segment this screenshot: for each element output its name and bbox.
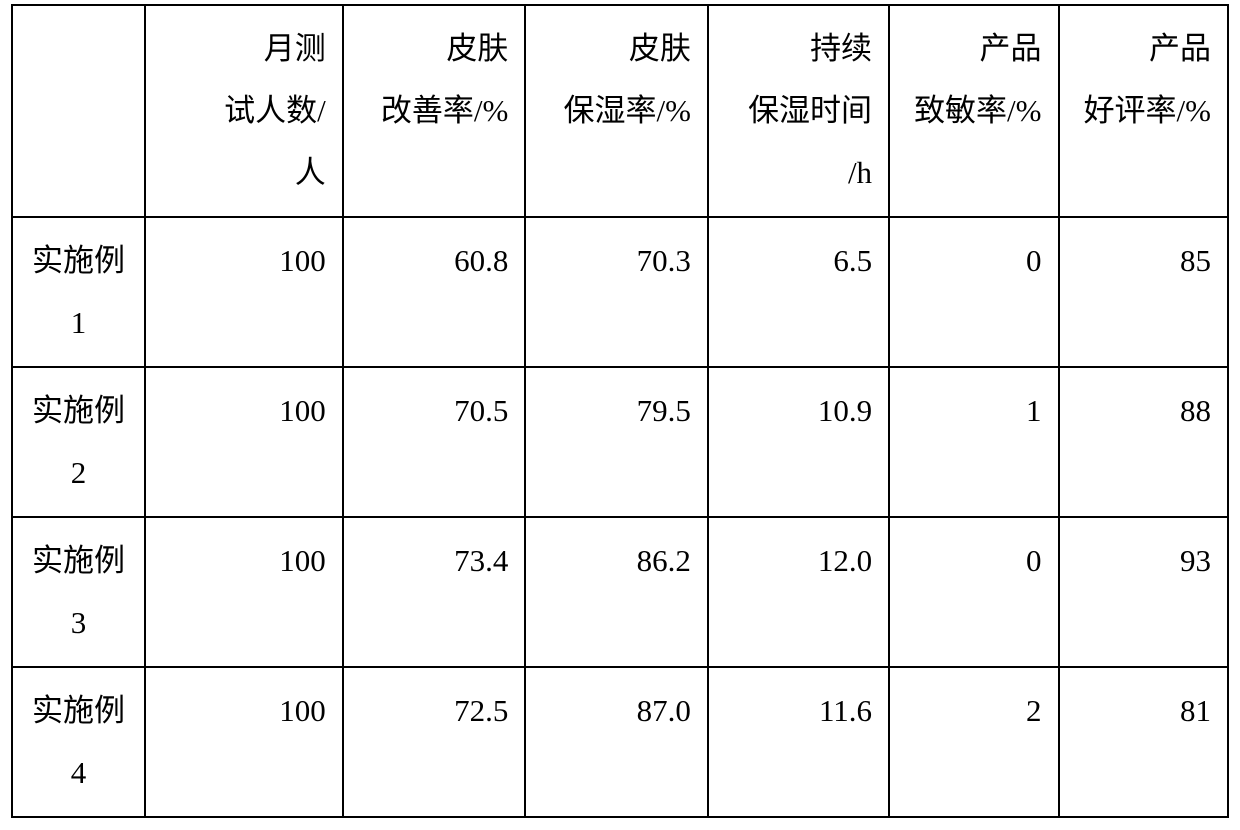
cell-approval: 93 — [1059, 517, 1229, 667]
cell-testers: 100 — [145, 517, 343, 667]
cell-testers: 100 — [145, 217, 343, 367]
header-skin-improve: 皮肤 改善率/% — [343, 5, 526, 217]
header-line: 致敏率/% — [902, 80, 1041, 142]
cell-skin-improve: 72.5 — [343, 667, 526, 817]
cell-approval: 81 — [1059, 667, 1229, 817]
label-line: 2 — [21, 442, 136, 504]
cell-allergy: 2 — [889, 667, 1058, 817]
header-line: 改善率/% — [356, 80, 509, 142]
label-line: 实施例 — [21, 380, 136, 442]
header-allergy: 产品 致敏率/% — [889, 5, 1058, 217]
header-line: 试人数/ — [158, 80, 326, 142]
cell-skin-moisture: 70.3 — [525, 217, 708, 367]
label-line: 实施例 — [21, 680, 136, 742]
cell-skin-moisture: 87.0 — [525, 667, 708, 817]
header-line: 皮肤 — [538, 18, 691, 80]
cell-duration: 6.5 — [708, 217, 889, 367]
table-row: 实施例 2 100 70.5 79.5 10.9 1 88 — [12, 367, 1228, 517]
row-label: 实施例 4 — [12, 667, 145, 817]
header-empty — [12, 5, 145, 217]
label-line: 3 — [21, 592, 136, 654]
table-header-row: 月测 试人数/ 人 皮肤 改善率/% 皮肤 保湿率/% 持续 保湿时间 /h 产… — [12, 5, 1228, 217]
label-line: 实施例 — [21, 230, 136, 292]
header-line: 保湿率/% — [538, 80, 691, 142]
label-line: 1 — [21, 292, 136, 354]
cell-skin-moisture: 86.2 — [525, 517, 708, 667]
cell-duration: 12.0 — [708, 517, 889, 667]
cell-duration: 11.6 — [708, 667, 889, 817]
cell-approval: 85 — [1059, 217, 1229, 367]
cell-approval: 88 — [1059, 367, 1229, 517]
header-line: /h — [721, 142, 872, 204]
row-label: 实施例 1 — [12, 217, 145, 367]
header-line: 持续 — [721, 18, 872, 80]
header-approval: 产品 好评率/% — [1059, 5, 1229, 217]
header-line: 皮肤 — [356, 18, 509, 80]
label-line: 实施例 — [21, 530, 136, 592]
cell-testers: 100 — [145, 367, 343, 517]
header-line: 好评率/% — [1072, 80, 1212, 142]
cell-skin-moisture: 79.5 — [525, 367, 708, 517]
cell-allergy: 0 — [889, 517, 1058, 667]
cell-skin-improve: 60.8 — [343, 217, 526, 367]
cell-allergy: 0 — [889, 217, 1058, 367]
row-label: 实施例 2 — [12, 367, 145, 517]
data-table: 月测 试人数/ 人 皮肤 改善率/% 皮肤 保湿率/% 持续 保湿时间 /h 产… — [11, 4, 1229, 818]
cell-skin-improve: 70.5 — [343, 367, 526, 517]
table-row: 实施例 3 100 73.4 86.2 12.0 0 93 — [12, 517, 1228, 667]
header-line: 产品 — [902, 18, 1041, 80]
header-line: 月测 — [158, 18, 326, 80]
header-skin-moisture: 皮肤 保湿率/% — [525, 5, 708, 217]
label-line: 4 — [21, 742, 136, 804]
header-duration: 持续 保湿时间 /h — [708, 5, 889, 217]
table-row: 实施例 1 100 60.8 70.3 6.5 0 85 — [12, 217, 1228, 367]
table-row: 实施例 4 100 72.5 87.0 11.6 2 81 — [12, 667, 1228, 817]
header-line: 人 — [158, 142, 326, 204]
cell-testers: 100 — [145, 667, 343, 817]
header-line: 保湿时间 — [721, 80, 872, 142]
cell-duration: 10.9 — [708, 367, 889, 517]
cell-allergy: 1 — [889, 367, 1058, 517]
header-testers: 月测 试人数/ 人 — [145, 5, 343, 217]
header-line: 产品 — [1072, 18, 1212, 80]
row-label: 实施例 3 — [12, 517, 145, 667]
cell-skin-improve: 73.4 — [343, 517, 526, 667]
